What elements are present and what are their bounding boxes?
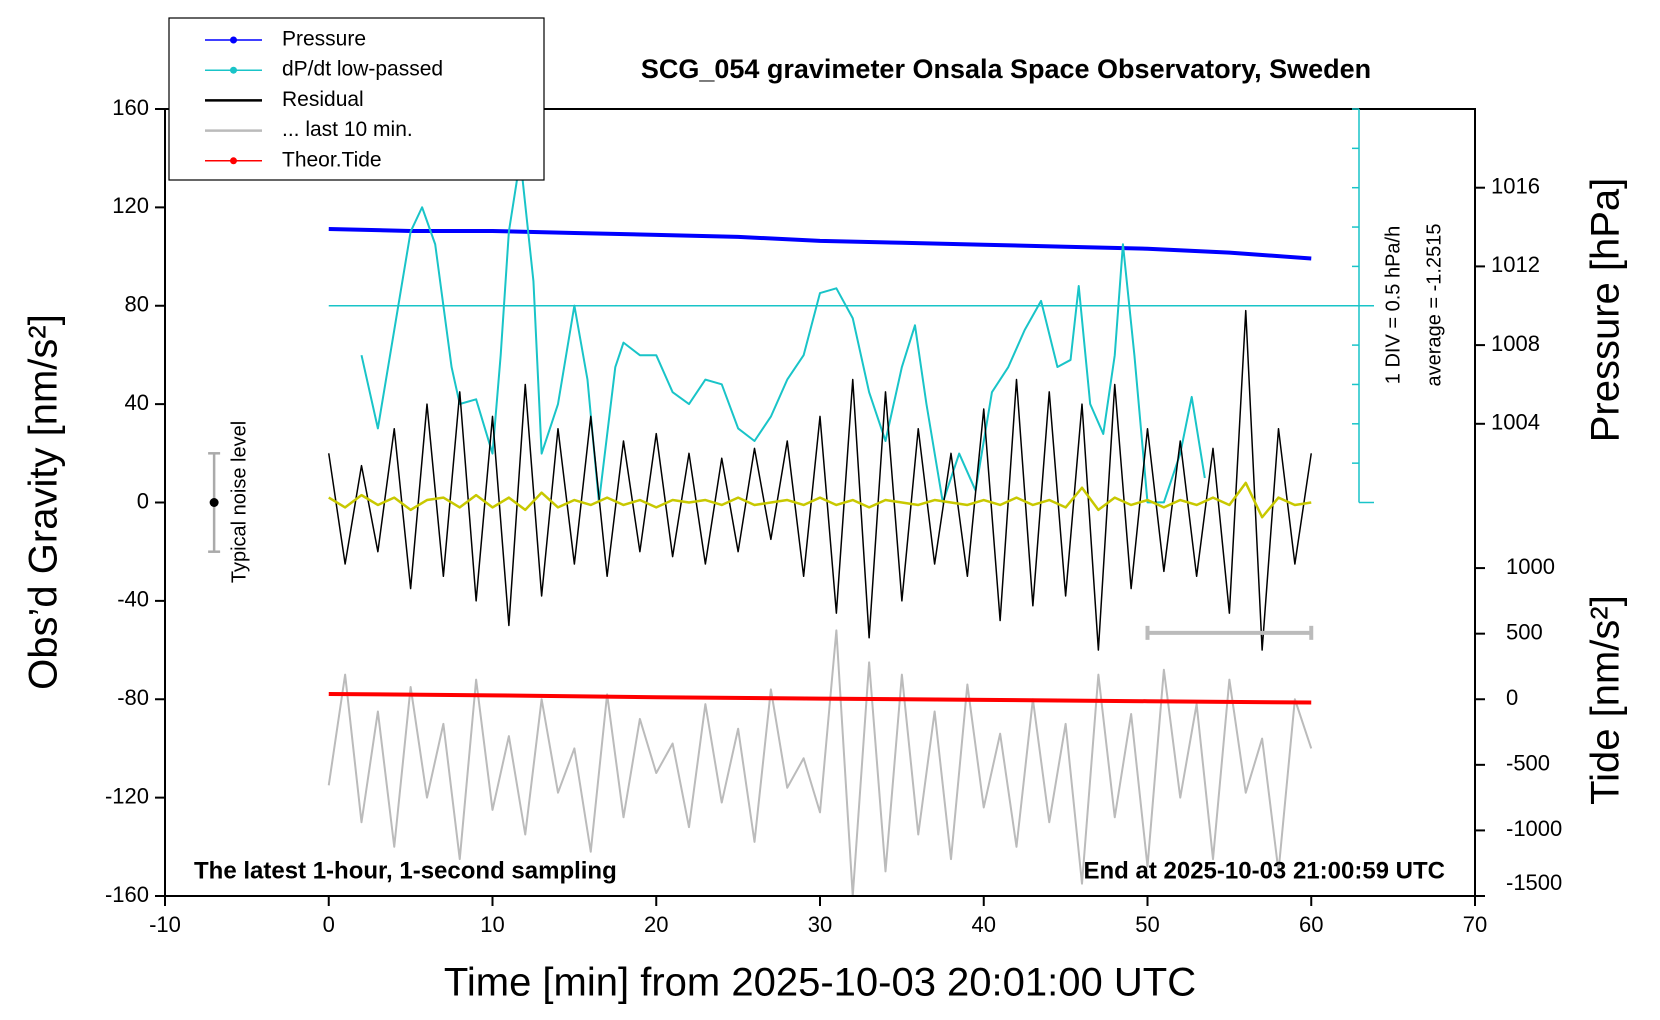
y-tick-label: 80 <box>125 292 149 317</box>
y3-tick-label: 1000 <box>1506 554 1555 579</box>
y3-axis-title: Tide [nm/s²] <box>1584 595 1628 805</box>
x-tick-label: 50 <box>1135 912 1159 937</box>
y-tick-label: -80 <box>117 685 149 710</box>
y3-tick-label: -1500 <box>1506 870 1562 895</box>
annotation: 1 DIV = 0.5 hPa/h <box>1382 226 1404 384</box>
y2-tick-label: 1012 <box>1491 252 1540 277</box>
y-axis-title: Obs’d Gravity [nm/s²] <box>22 314 66 690</box>
x-axis-title: Time [min] from 2025-10-03 20:01:00 UTC <box>444 961 1196 1005</box>
legend-marker <box>230 157 237 165</box>
y3-tick-label: -500 <box>1506 751 1550 776</box>
legend-marker <box>230 66 237 74</box>
y-tick-label: 0 <box>137 488 149 513</box>
x-tick-label: 0 <box>323 912 335 937</box>
y-tick-label: -160 <box>105 882 149 907</box>
legend: Pressure dP/dt low-passed Residual ... last… <box>168 17 545 181</box>
legend-label: dP/dt low-passed <box>282 58 443 81</box>
y2-tick-label: 1008 <box>1491 331 1540 356</box>
x-tick-label: 20 <box>644 912 668 937</box>
x-tick-label: 40 <box>972 912 996 937</box>
series-line <box>327 629 1313 896</box>
x-tick-label: 30 <box>808 912 832 937</box>
y-tick-label: 160 <box>112 95 149 120</box>
noise-point <box>209 498 219 507</box>
legend-box <box>168 17 545 181</box>
series-line <box>328 309 1312 651</box>
y-tick-label: 120 <box>112 193 149 218</box>
legend-label: Residual <box>282 88 364 111</box>
y3-tick-label: 0 <box>1506 685 1518 710</box>
legend-marker <box>230 36 237 44</box>
annotation: Typical noise level <box>228 421 250 583</box>
legend-label: ... last 10 min. <box>282 118 413 141</box>
y-tick-label: 40 <box>125 390 149 415</box>
y-tick-label: -40 <box>117 587 149 612</box>
chart-title: SCG_054 gravimeter Onsala Space Observat… <box>641 54 1371 84</box>
x-tick-label: 60 <box>1299 912 1323 937</box>
y2-tick-label: 1016 <box>1491 174 1540 199</box>
annotation: average = -1.2515 <box>1423 224 1445 387</box>
annotation: The latest 1-hour, 1-second sampling <box>194 857 617 884</box>
plot-area <box>208 157 1314 896</box>
series-line <box>328 692 1312 705</box>
y3-tick-label: 500 <box>1506 619 1543 644</box>
annotation: End at 2025-10-03 21:00:59 UTC <box>1084 857 1446 884</box>
legend-label: Theor.Tide <box>282 148 382 171</box>
y-tick-label: -120 <box>105 783 149 808</box>
y2-axis-title: Pressure [hPa] <box>1584 178 1628 443</box>
y3-tick-label: -1000 <box>1506 816 1562 841</box>
x-tick-label: 70 <box>1463 912 1487 937</box>
series-line <box>328 227 1312 261</box>
series-line <box>328 481 1312 519</box>
x-tick-label: 10 <box>480 912 504 937</box>
y2-tick-label: 1004 <box>1491 410 1540 435</box>
plot-frame <box>164 108 1476 897</box>
x-tick-label: -10 <box>149 912 181 937</box>
legend-label: Pressure <box>282 28 366 51</box>
